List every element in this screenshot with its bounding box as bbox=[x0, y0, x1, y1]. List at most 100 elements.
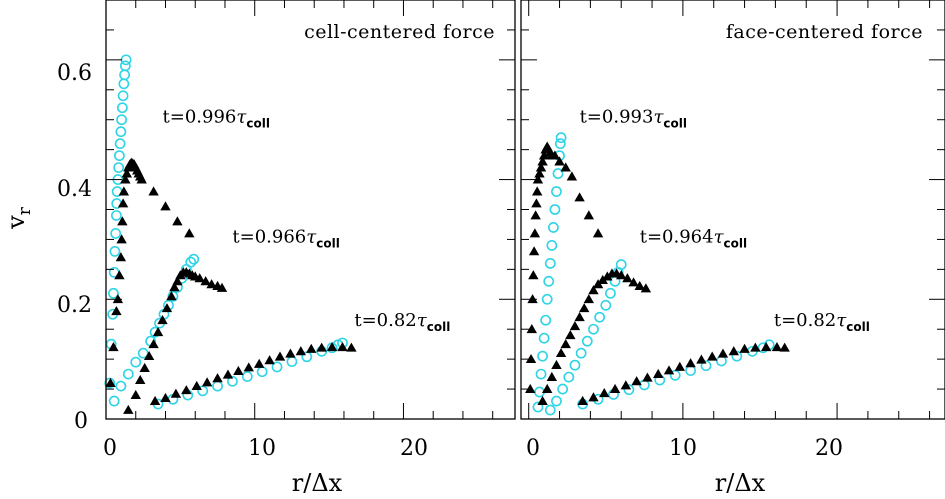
panel-face-centered: face-centered force r/Δx 0 10 20 t=0.993… bbox=[520, 0, 945, 497]
panel-cell-centered-ylabel: vr bbox=[2, 206, 35, 230]
triangle-point bbox=[285, 348, 296, 358]
triangle-point bbox=[574, 312, 585, 322]
circle-point bbox=[544, 404, 556, 416]
triangle-point bbox=[337, 341, 348, 352]
triangle-point bbox=[130, 389, 141, 399]
triangle-point bbox=[631, 376, 642, 386]
circle-point bbox=[540, 314, 552, 326]
triangle-point bbox=[583, 294, 595, 304]
triangle-point bbox=[121, 168, 133, 178]
triangle-point bbox=[779, 342, 790, 352]
triangle-point bbox=[114, 270, 125, 280]
circle-point bbox=[551, 395, 562, 407]
triangle-point bbox=[139, 362, 150, 373]
triangle-point bbox=[120, 174, 131, 184]
triangle-point bbox=[706, 351, 718, 361]
triangle-point bbox=[525, 383, 536, 393]
triangle-point bbox=[640, 283, 652, 293]
triangle-point bbox=[535, 162, 547, 172]
triangle-point bbox=[565, 330, 576, 340]
circle-point bbox=[569, 359, 581, 371]
panel-face-centered-ticks bbox=[521, 0, 945, 420]
triangle-point bbox=[592, 228, 604, 238]
triangle-point bbox=[222, 369, 234, 379]
triangle-point bbox=[728, 346, 739, 356]
panel-cell-centered-marks bbox=[104, 54, 357, 414]
triangle-point bbox=[243, 362, 254, 372]
time-annotation: t=0.964τcoll bbox=[640, 226, 747, 250]
circle-point bbox=[116, 114, 128, 126]
triangle-point bbox=[191, 380, 202, 390]
circle-point bbox=[594, 311, 606, 323]
circle-point bbox=[114, 138, 126, 150]
triangle-point bbox=[528, 270, 539, 280]
triangle-point bbox=[574, 192, 585, 202]
triangle-point bbox=[528, 246, 540, 256]
time-annotation: t=0.82τcoll bbox=[354, 310, 450, 334]
circle-point bbox=[551, 186, 562, 197]
panel-face-centered-xlabel: r/Δx bbox=[715, 469, 766, 497]
circle-point bbox=[109, 245, 121, 257]
triangle-point bbox=[534, 168, 545, 178]
circle-point bbox=[557, 383, 569, 395]
panel-face-centered-xtick-20: 20 bbox=[815, 436, 843, 461]
circle-point bbox=[532, 401, 544, 413]
triangle-point bbox=[628, 277, 639, 287]
circle-point bbox=[546, 240, 558, 251]
circle-point bbox=[116, 102, 128, 114]
ytick-0.6: 0.6 bbox=[57, 61, 92, 86]
triangle-point bbox=[739, 343, 750, 353]
triangle-point bbox=[216, 282, 228, 292]
circle-point bbox=[623, 384, 635, 396]
triangle-point bbox=[295, 346, 307, 356]
triangle-point bbox=[135, 374, 146, 384]
panel-face-centered-title: face-centered force bbox=[726, 21, 923, 43]
triangle-point bbox=[663, 365, 675, 375]
panel-cell-centered-xtick-20: 20 bbox=[400, 436, 428, 461]
triangle-point bbox=[160, 392, 171, 402]
triangle-point bbox=[537, 156, 548, 166]
circle-point bbox=[544, 257, 556, 269]
triangle-point bbox=[172, 216, 183, 226]
panel-cell-centered: cell-centered force r/Δx vr 0 0.2 0.4 0.… bbox=[2, 0, 516, 497]
triangle-point bbox=[602, 271, 613, 281]
triangle-point bbox=[184, 228, 195, 238]
panel-face-centered-frame bbox=[520, 0, 945, 420]
ytick-0.4: 0.4 bbox=[57, 177, 92, 202]
circle-point bbox=[588, 323, 599, 335]
triangle-point bbox=[149, 395, 161, 405]
triangle-point bbox=[212, 373, 223, 383]
panel-cell-centered-xlabel: r/Δx bbox=[292, 469, 343, 497]
circle-point bbox=[115, 380, 127, 392]
time-annotation: t=0.966τcoll bbox=[232, 226, 339, 250]
circle-point bbox=[137, 347, 149, 359]
triangle-point bbox=[609, 383, 621, 393]
circle-point bbox=[731, 350, 743, 362]
triangle-point bbox=[674, 361, 686, 371]
triangle-point bbox=[316, 342, 327, 352]
circle-point bbox=[113, 150, 125, 162]
circle-point bbox=[555, 132, 567, 144]
triangle-point bbox=[148, 338, 159, 349]
circle-point bbox=[537, 350, 548, 362]
triangle-point bbox=[566, 171, 578, 181]
circle-point bbox=[110, 228, 122, 239]
circle-point bbox=[563, 371, 575, 383]
circle-point bbox=[700, 360, 712, 372]
circle-point bbox=[227, 375, 238, 387]
triangle-point bbox=[253, 358, 265, 368]
triangle-point bbox=[118, 186, 130, 196]
triangle-point bbox=[194, 273, 205, 283]
triangle-point bbox=[771, 341, 783, 352]
triangle-point bbox=[529, 228, 541, 238]
circle-point bbox=[185, 256, 197, 268]
triangle-point bbox=[123, 404, 134, 414]
triangle-point bbox=[537, 395, 548, 405]
panel-cell-centered-frame bbox=[105, 0, 516, 420]
triangle-point bbox=[642, 372, 653, 382]
circle-point bbox=[549, 204, 561, 215]
triangle-point bbox=[569, 321, 581, 331]
triangle-point bbox=[157, 315, 168, 325]
